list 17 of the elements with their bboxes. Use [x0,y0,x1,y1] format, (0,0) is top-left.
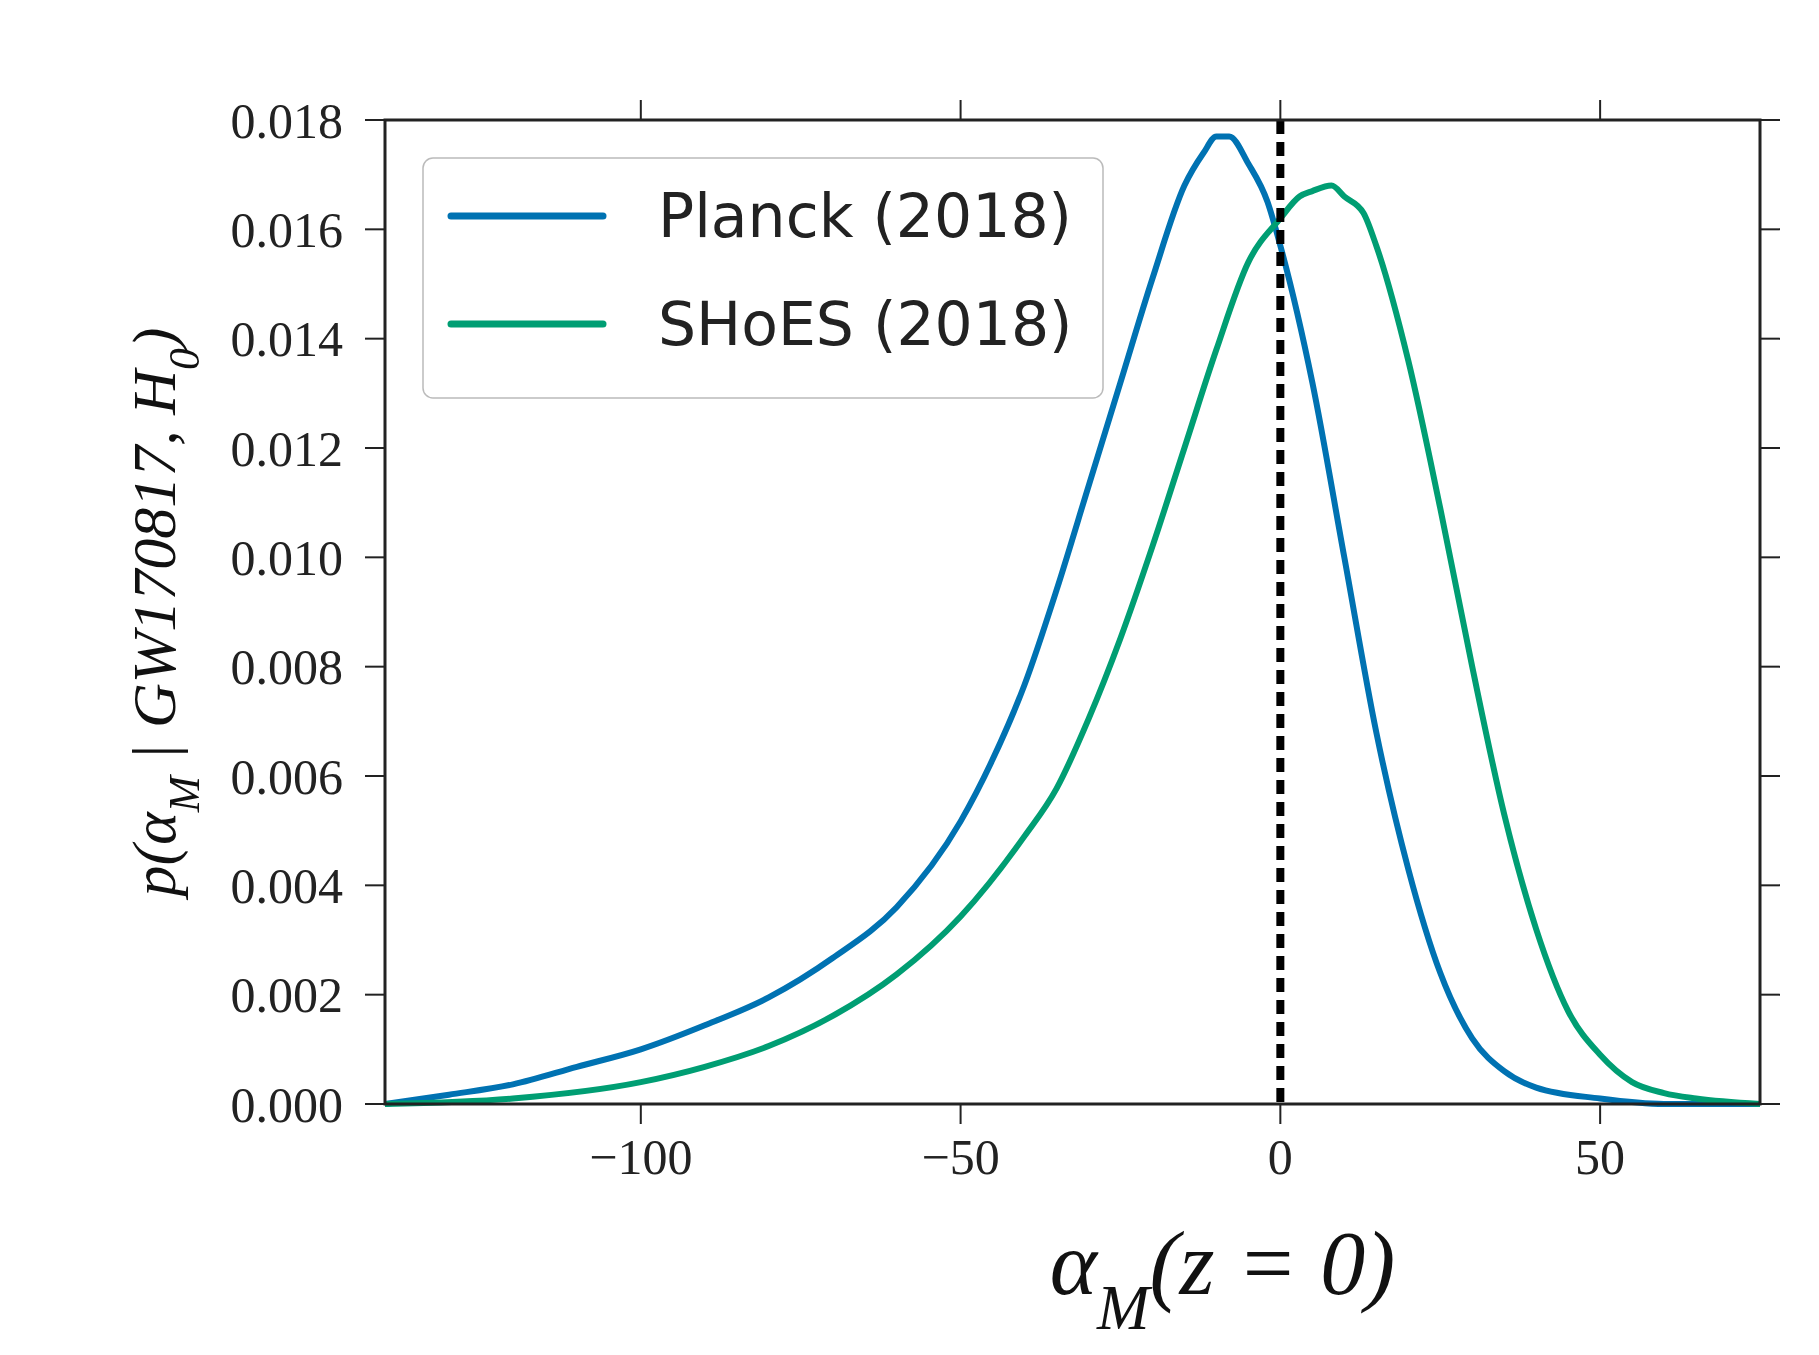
y-tick-label: 0.018 [230,92,343,149]
y-tick-label: 0.000 [230,1076,343,1133]
y-tick-label: 0.014 [230,311,343,368]
y-tick-label: 0.006 [230,748,343,805]
legend-label: SHoES (2018) [658,289,1073,359]
x-axis-title: α$_{M}$(z = 0) [1049,1214,1396,1343]
y-tick-label: 0.004 [230,857,343,914]
y-tick-label: 0.016 [230,201,343,258]
x-tick-label: 50 [1575,1129,1626,1185]
x-tick-label: −100 [589,1129,693,1185]
x-tick-label: −50 [921,1129,1000,1185]
y-tick-label: 0.002 [230,967,343,1024]
y-tick-label: 0.010 [230,529,343,586]
x-tick-label: 0 [1267,1129,1293,1185]
y-tick-label: 0.008 [230,639,343,696]
y-tick-label: 0.012 [230,420,343,477]
legend-label: Planck (2018) [658,181,1072,251]
